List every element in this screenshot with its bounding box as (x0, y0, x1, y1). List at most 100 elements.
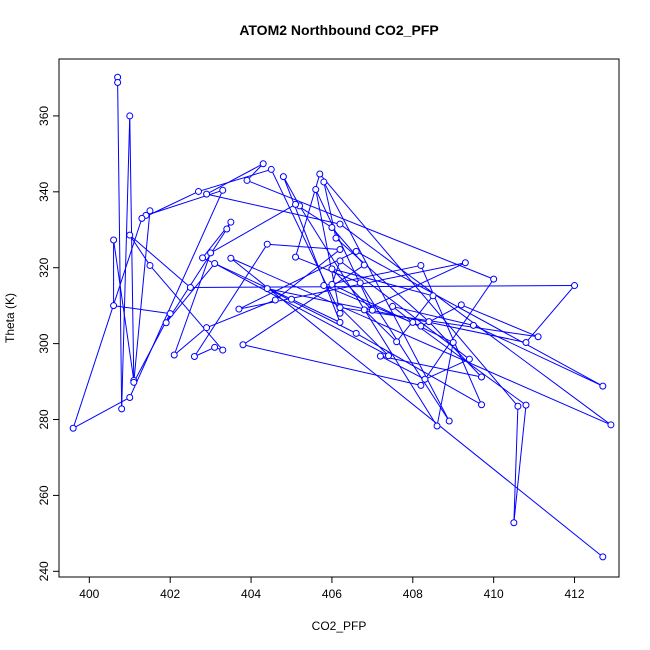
data-point (376, 352, 384, 360)
series-segment (331, 227, 365, 266)
data-point (534, 333, 542, 341)
data-point (368, 306, 376, 314)
data-point (469, 321, 477, 329)
data-point (263, 240, 271, 248)
x-tick-label: 404 (241, 587, 261, 601)
data-point (292, 200, 300, 208)
y-tick-label: 340 (37, 181, 51, 201)
series-segment (461, 304, 539, 338)
data-point (336, 318, 344, 326)
data-point (409, 318, 417, 326)
series-segment (319, 173, 519, 407)
data-point (186, 283, 194, 291)
data-point (146, 207, 154, 215)
data-point (417, 261, 425, 269)
series-segment (242, 264, 365, 346)
series-segment (72, 397, 130, 429)
data-point (138, 214, 146, 222)
data-point (239, 341, 247, 349)
x-tick-label: 402 (160, 587, 180, 601)
data-point (490, 275, 498, 283)
x-tick-label: 400 (79, 587, 99, 601)
data-point (259, 160, 267, 168)
data-point (243, 176, 251, 184)
series-segment (380, 355, 426, 380)
series-segment (173, 252, 212, 356)
data-point (478, 401, 486, 409)
series-segment (194, 243, 268, 357)
data-point (445, 417, 453, 425)
series-segment (282, 176, 301, 207)
data-point (352, 329, 360, 337)
y-tick-label: 320 (37, 257, 51, 277)
y-tick-label: 360 (37, 106, 51, 126)
data-point (389, 302, 397, 310)
series-segment (198, 168, 272, 192)
data-point (332, 234, 340, 242)
series-segment (149, 265, 224, 351)
series-layer (69, 73, 615, 561)
series-segment (323, 264, 421, 287)
data-point (514, 402, 522, 410)
data-point (287, 295, 295, 303)
series-segment (117, 82, 123, 409)
y-tick-label: 260 (37, 485, 51, 505)
series-segment (230, 257, 612, 426)
data-point (328, 223, 336, 231)
series-segment (113, 305, 171, 315)
series-segment (363, 309, 397, 343)
data-point (425, 318, 433, 326)
data-point (114, 79, 122, 87)
series-segment (113, 239, 135, 381)
data-point (279, 173, 287, 181)
series-segment (335, 237, 430, 322)
data-point (146, 261, 154, 269)
data-point (223, 225, 231, 233)
series-segment (242, 344, 421, 386)
series-segment (194, 346, 215, 357)
data-point (328, 265, 336, 273)
x-axis-label: CO2_PFP (312, 619, 367, 633)
series-segment (291, 298, 341, 323)
x-tick-label: 412 (565, 587, 585, 601)
series-segment (214, 263, 389, 357)
series-segment (267, 288, 527, 343)
series-segment (331, 268, 434, 297)
series-segment (246, 163, 264, 181)
series-segment (267, 243, 341, 251)
data-point (203, 190, 211, 198)
y-axis: 240 260 280 300 320 340 360 (37, 106, 59, 581)
data-point (320, 178, 328, 186)
series-segment (282, 176, 341, 323)
data-point (336, 246, 344, 254)
data-point (328, 280, 336, 288)
x-tick-label: 406 (322, 587, 342, 601)
data-point (599, 553, 607, 561)
series-segment (206, 163, 264, 195)
data-point (69, 424, 77, 432)
series-segment (129, 190, 224, 398)
y-tick-label: 240 (37, 561, 51, 581)
data-point (110, 236, 118, 244)
y-tick-label: 280 (37, 409, 51, 429)
x-tick-label: 410 (484, 587, 504, 601)
chart-title: ATOM2 Northbound CO2_PFP (239, 22, 438, 38)
series-segment (513, 405, 527, 523)
x-tick-label: 408 (403, 587, 423, 601)
x-axis: 400 402 404 406 408 410 412 (79, 577, 585, 601)
data-point (110, 302, 118, 310)
data-point (190, 353, 198, 361)
data-point (360, 261, 368, 269)
series-segment (141, 190, 199, 219)
series-segment (206, 193, 341, 225)
series-segment (295, 256, 361, 284)
data-point (211, 343, 219, 351)
data-point (433, 422, 441, 430)
data-point (219, 186, 227, 194)
data-point (170, 351, 178, 359)
data-point (465, 355, 473, 363)
data-point (522, 338, 530, 346)
data-point (227, 254, 235, 262)
data-point (417, 381, 425, 389)
series-segment (420, 265, 482, 405)
